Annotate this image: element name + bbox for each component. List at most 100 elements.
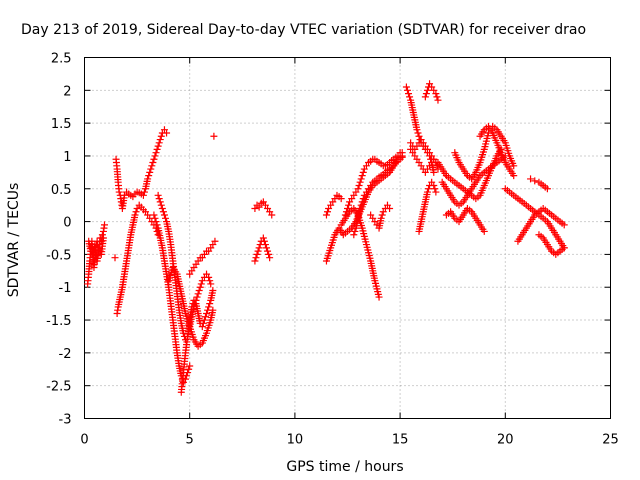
data-point-fill (357, 201, 365, 209)
y-tick-label: -2.5 (46, 380, 71, 395)
data-point (356, 204, 364, 212)
series-arc-8 (165, 264, 217, 350)
data-point (99, 234, 107, 242)
data-point (111, 254, 119, 262)
grid (84, 57, 611, 419)
data-point (156, 136, 164, 144)
series-arc-24 (415, 178, 440, 235)
series-arc-33 (527, 175, 551, 193)
data-point (163, 129, 171, 137)
data-point (266, 254, 274, 262)
y-tick-label: 0.5 (51, 183, 72, 198)
data-point (158, 204, 166, 212)
data-point (156, 198, 164, 206)
data-point (377, 214, 385, 222)
data-point (150, 211, 158, 219)
data-point (350, 231, 358, 239)
data-point (200, 316, 208, 324)
data-point-fill (151, 152, 159, 160)
y-tick-label: -3 (59, 413, 72, 428)
data-point (322, 211, 330, 219)
data-point-fill (378, 211, 386, 219)
series-arc-27 (442, 204, 488, 235)
data-point (423, 86, 431, 94)
data-point (253, 250, 261, 258)
data-point (115, 188, 123, 196)
data-point (354, 185, 362, 193)
data-point-fill (359, 195, 367, 203)
data-point-fill (262, 244, 270, 252)
chart-title: Day 213 of 2019, Sidereal Day-to-day VTE… (21, 22, 586, 38)
series-arc-30 (489, 122, 518, 170)
data-point-fill (433, 93, 441, 101)
data-point (356, 178, 364, 186)
data-point (398, 153, 406, 161)
data-point-fill (206, 300, 214, 308)
data-point (154, 191, 162, 199)
series-arc-5 (154, 191, 215, 344)
data-point-fill (252, 254, 260, 262)
data-point (434, 96, 442, 104)
series-arc-9 (186, 237, 219, 278)
x-tick-label: 25 (602, 433, 619, 448)
data-point (209, 287, 217, 295)
y-axis-label: SDTVAR / TECUs (6, 183, 22, 298)
series-arc-23 (407, 145, 442, 176)
series-arc-16 (341, 149, 406, 219)
data-point (205, 303, 213, 311)
data-point-fill (206, 277, 214, 285)
data-point-fill (151, 214, 159, 222)
series-arc-21 (407, 136, 440, 167)
data-point-fill (159, 208, 167, 216)
data-point-fill (147, 165, 155, 173)
y-tick-label: 2.5 (51, 52, 72, 67)
series-arc-28 (451, 129, 492, 183)
data-point (251, 257, 259, 265)
y-tick-label: 1 (63, 150, 71, 165)
data-point (144, 175, 152, 183)
data-point (100, 221, 108, 229)
y-tick-label: 1.5 (51, 117, 72, 132)
data-point (198, 323, 206, 331)
y-tick-label: -1.5 (46, 314, 71, 329)
data-point-fill (155, 139, 163, 147)
data-point (386, 204, 394, 212)
data-point-fill (193, 293, 201, 301)
data-point (531, 177, 539, 185)
data-point-fill (359, 168, 367, 176)
series-arc-11 (111, 254, 119, 262)
data-point-fill (157, 132, 165, 140)
data-point (255, 244, 263, 252)
data-point-fill (157, 201, 165, 209)
data-point (337, 195, 345, 203)
data-point (255, 203, 263, 211)
data-point (543, 185, 551, 193)
data-point (210, 132, 218, 140)
series-arc-19 (367, 201, 394, 232)
data-point (430, 168, 438, 176)
series-arc-17 (350, 153, 406, 239)
series-arc-10 (210, 132, 218, 140)
data-point (261, 241, 269, 249)
data-point-fill (199, 319, 207, 327)
data-point-fill (431, 185, 439, 193)
data-point (430, 181, 438, 189)
data-point (259, 234, 267, 242)
data-point (205, 273, 213, 281)
data-point (131, 211, 139, 219)
series-arc-18 (337, 204, 383, 301)
x-tick-label: 15 (392, 433, 409, 448)
data-point-fill (425, 185, 433, 193)
data-point (207, 280, 215, 288)
data-point (186, 362, 194, 370)
data-point-fill (422, 90, 430, 98)
data-point-fill (201, 313, 209, 321)
data-point-fill (145, 172, 153, 180)
data-point (510, 162, 518, 170)
data-point-fill (345, 201, 353, 209)
data-point-fill (153, 221, 161, 229)
x-axis-label: GPS time / hours (286, 459, 403, 475)
data-point (152, 218, 160, 226)
data-point-fill (155, 195, 163, 203)
series-arc-14 (322, 191, 345, 219)
